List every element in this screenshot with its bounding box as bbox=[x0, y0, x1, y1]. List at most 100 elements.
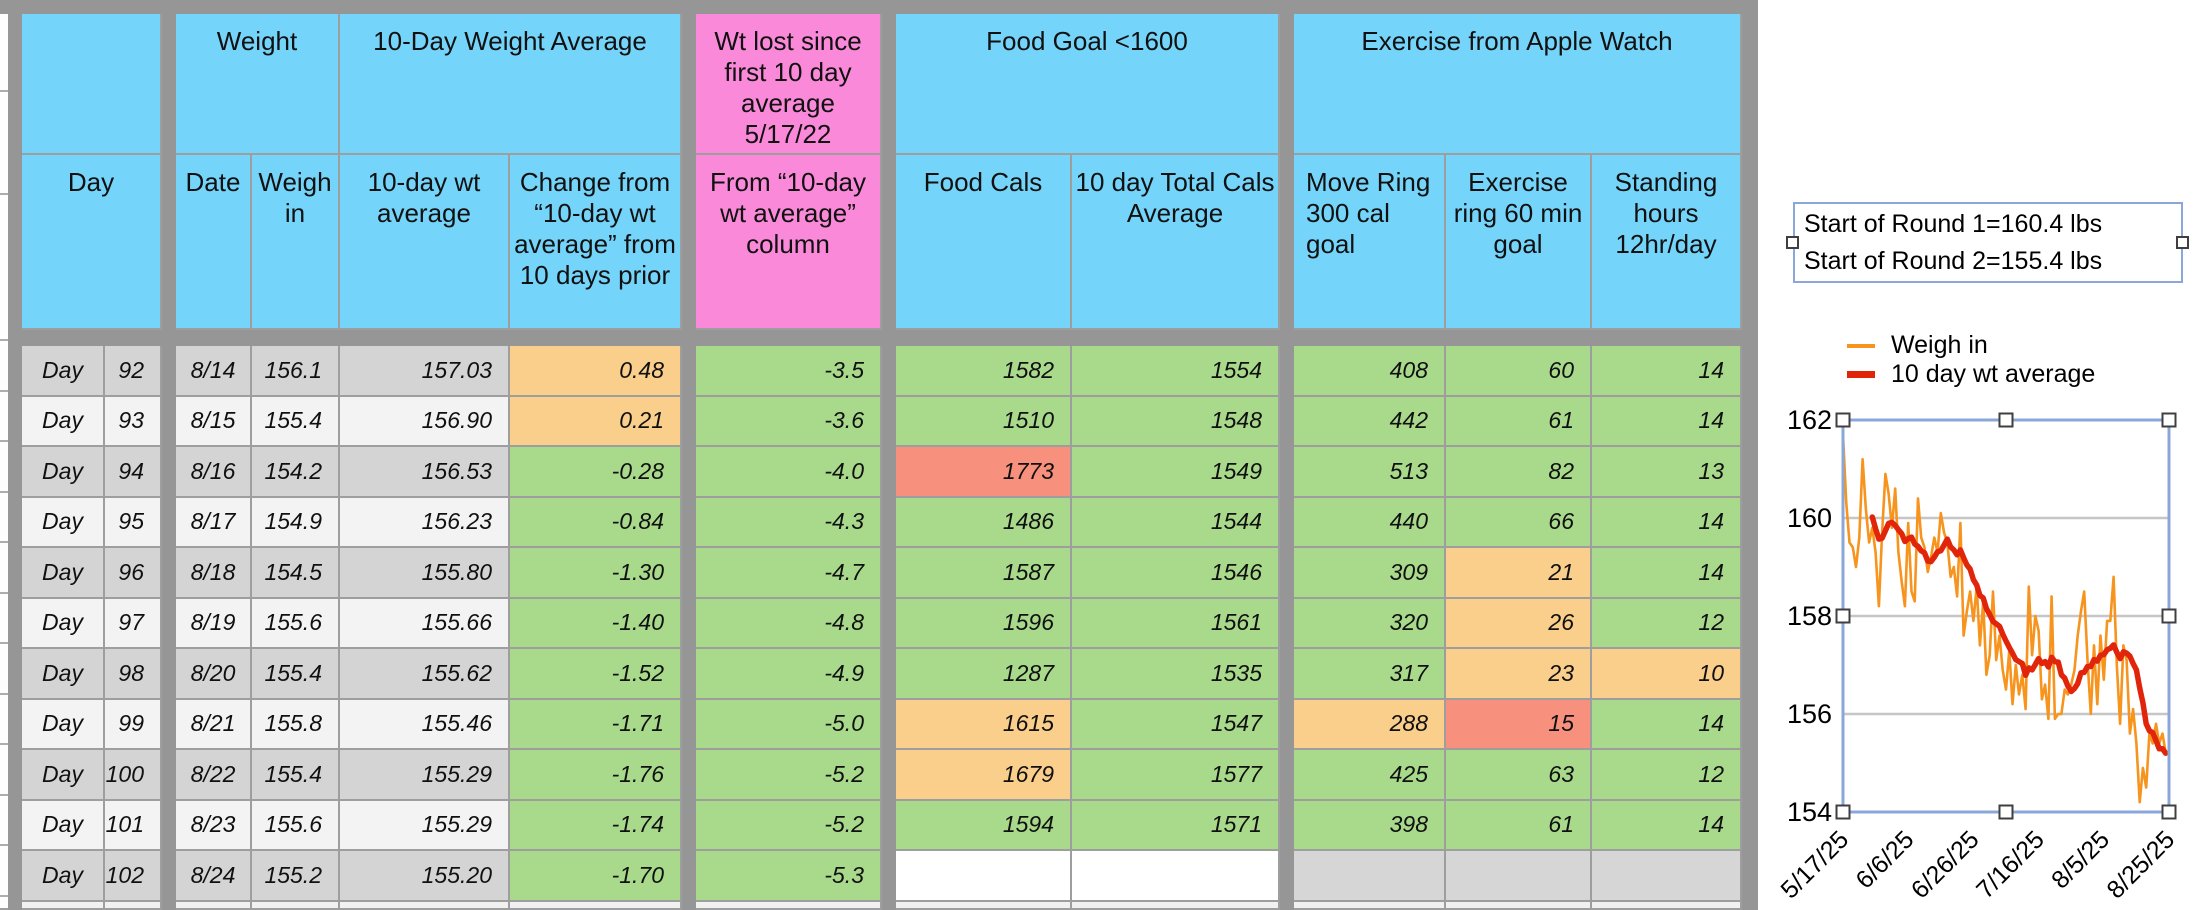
cell-date[interactable]: 8/21 bbox=[176, 699, 252, 750]
cell-day-label[interactable]: Day bbox=[22, 598, 105, 649]
cell-10day-cals-average[interactable]: 1548 bbox=[1072, 396, 1280, 447]
cell-day-number[interactable]: 99 bbox=[105, 699, 162, 750]
cell-standing-hours[interactable]: 13 bbox=[1592, 447, 1742, 498]
cell-10day-cals-average[interactable]: 1544 bbox=[1072, 497, 1280, 548]
cell-change-from-prior[interactable]: -1.70 bbox=[510, 851, 682, 902]
cell-change-from-prior[interactable]: -1.71 bbox=[510, 699, 682, 750]
column-header-food-cals[interactable]: Food Cals bbox=[896, 155, 1072, 330]
cell-weigh-in[interactable]: 155.6 bbox=[252, 598, 340, 649]
cell-exercise-ring[interactable]: 61 bbox=[1446, 800, 1592, 851]
weight-line-chart[interactable]: 1621601581561545/17/256/6/256/26/257/16/… bbox=[1758, 0, 2194, 910]
cell-day-label[interactable]: Day bbox=[22, 447, 105, 498]
cell-date[interactable]: 8/22 bbox=[176, 750, 252, 801]
selection-handle[interactable] bbox=[2176, 236, 2189, 249]
cell-standing-hours[interactable]: 14 bbox=[1592, 548, 1742, 599]
selection-handle[interactable] bbox=[1835, 804, 1851, 820]
cell-10day-average[interactable]: 155.66 bbox=[340, 598, 510, 649]
cell-food-cals[interactable]: 1596 bbox=[896, 598, 1072, 649]
cell-day-number[interactable]: 93 bbox=[105, 396, 162, 447]
column-header-exercise-ring[interactable]: Exercise ring 60 min goal bbox=[1446, 155, 1592, 330]
header-group-wt-lost[interactable]: Wt lost since first 10 day average 5/17/… bbox=[696, 14, 882, 155]
cell-standing-hours[interactable]: 10 bbox=[1592, 649, 1742, 700]
cell-date[interactable]: 8/20 bbox=[176, 649, 252, 700]
cell-wt-lost[interactable]: -4.9 bbox=[696, 649, 882, 700]
column-header-standing[interactable]: Standing hours 12hr/day bbox=[1592, 155, 1742, 330]
column-header-day[interactable]: Day bbox=[22, 155, 162, 330]
cell-weigh-in[interactable]: 154.9 bbox=[252, 497, 340, 548]
selection-handle[interactable] bbox=[1835, 608, 1851, 624]
cutoff-row-cell[interactable] bbox=[510, 901, 682, 910]
cutoff-row-cell[interactable] bbox=[1072, 901, 1280, 910]
cell-exercise-ring[interactable] bbox=[1446, 851, 1592, 902]
cell-date[interactable]: 8/23 bbox=[176, 800, 252, 851]
cell-move-ring[interactable]: 398 bbox=[1294, 800, 1446, 851]
cell-wt-lost[interactable]: -3.5 bbox=[696, 346, 882, 397]
cell-date[interactable]: 8/15 bbox=[176, 396, 252, 447]
cell-change-from-prior[interactable]: -1.40 bbox=[510, 598, 682, 649]
cell-weigh-in[interactable]: 156.1 bbox=[252, 346, 340, 397]
cell-change-from-prior[interactable]: -1.52 bbox=[510, 649, 682, 700]
cell-wt-lost[interactable]: -5.2 bbox=[696, 800, 882, 851]
cell-10day-average[interactable]: 155.46 bbox=[340, 699, 510, 750]
cell-10day-cals-average[interactable]: 1577 bbox=[1072, 750, 1280, 801]
cutoff-row-cell[interactable] bbox=[340, 901, 510, 910]
cell-change-from-prior[interactable]: 0.21 bbox=[510, 396, 682, 447]
cell-day-number[interactable]: 95 bbox=[105, 497, 162, 548]
cell-move-ring[interactable]: 317 bbox=[1294, 649, 1446, 700]
cutoff-row-cell[interactable] bbox=[696, 901, 882, 910]
cell-day-label[interactable]: Day bbox=[22, 346, 105, 397]
cell-day-label[interactable]: Day bbox=[22, 800, 105, 851]
header-group-weight[interactable]: Weight bbox=[176, 14, 340, 155]
cell-day-number[interactable]: 101 bbox=[105, 800, 162, 851]
cutoff-row-cell[interactable] bbox=[22, 901, 105, 910]
cell-date[interactable]: 8/18 bbox=[176, 548, 252, 599]
cell-wt-lost[interactable]: -5.0 bbox=[696, 699, 882, 750]
selection-handle[interactable] bbox=[2161, 412, 2177, 428]
cell-10day-average[interactable]: 155.20 bbox=[340, 851, 510, 902]
cell-10day-cals-average[interactable]: 1549 bbox=[1072, 447, 1280, 498]
cell-change-from-prior[interactable]: 0.48 bbox=[510, 346, 682, 397]
cell-standing-hours[interactable] bbox=[1592, 851, 1742, 902]
cell-standing-hours[interactable]: 12 bbox=[1592, 598, 1742, 649]
cell-day-label[interactable]: Day bbox=[22, 750, 105, 801]
cell-move-ring[interactable]: 320 bbox=[1294, 598, 1446, 649]
cell-change-from-prior[interactable]: -1.74 bbox=[510, 800, 682, 851]
cell-exercise-ring[interactable]: 66 bbox=[1446, 497, 1592, 548]
round-start-annotation-box[interactable]: Start of Round 1=160.4 lbs Start of Roun… bbox=[1793, 202, 2183, 283]
cell-10day-cals-average[interactable]: 1554 bbox=[1072, 346, 1280, 397]
cell-weigh-in[interactable]: 155.4 bbox=[252, 750, 340, 801]
cell-10day-cals-average[interactable]: 1571 bbox=[1072, 800, 1280, 851]
cell-standing-hours[interactable]: 14 bbox=[1592, 497, 1742, 548]
column-header-weigh-in[interactable]: Weigh in bbox=[252, 155, 340, 330]
cell-10day-average[interactable]: 155.29 bbox=[340, 800, 510, 851]
cell-day-number[interactable]: 92 bbox=[105, 346, 162, 397]
cell-day-number[interactable]: 94 bbox=[105, 447, 162, 498]
cell-date[interactable]: 8/24 bbox=[176, 851, 252, 902]
cell-day-label[interactable]: Day bbox=[22, 396, 105, 447]
cell-date[interactable]: 8/17 bbox=[176, 497, 252, 548]
cell-standing-hours[interactable]: 14 bbox=[1592, 800, 1742, 851]
cell-day-number[interactable]: 96 bbox=[105, 548, 162, 599]
cell-day-number[interactable]: 100 bbox=[105, 750, 162, 801]
cell-wt-lost[interactable]: -5.2 bbox=[696, 750, 882, 801]
cell-exercise-ring[interactable]: 60 bbox=[1446, 346, 1592, 397]
cell-exercise-ring[interactable]: 23 bbox=[1446, 649, 1592, 700]
cell-weigh-in[interactable]: 155.4 bbox=[252, 649, 340, 700]
cell-food-cals[interactable]: 1773 bbox=[896, 447, 1072, 498]
cell-change-from-prior[interactable]: -0.28 bbox=[510, 447, 682, 498]
cell-move-ring[interactable]: 288 bbox=[1294, 699, 1446, 750]
column-header-10day-avg[interactable]: 10-day wt average bbox=[340, 155, 510, 330]
cell-standing-hours[interactable]: 14 bbox=[1592, 396, 1742, 447]
cell-exercise-ring[interactable]: 63 bbox=[1446, 750, 1592, 801]
cell-food-cals[interactable]: 1679 bbox=[896, 750, 1072, 801]
cell-weigh-in[interactable]: 154.2 bbox=[252, 447, 340, 498]
column-header-cals-avg[interactable]: 10 day Total Cals Average bbox=[1072, 155, 1280, 330]
header-day-group-blank[interactable] bbox=[22, 14, 162, 155]
cell-10day-cals-average[interactable]: 1561 bbox=[1072, 598, 1280, 649]
cell-wt-lost[interactable]: -3.6 bbox=[696, 396, 882, 447]
column-header-date[interactable]: Date bbox=[176, 155, 252, 330]
cell-wt-lost[interactable]: -4.8 bbox=[696, 598, 882, 649]
selection-handle[interactable] bbox=[2161, 608, 2177, 624]
selection-handle[interactable] bbox=[2161, 804, 2177, 820]
cell-food-cals[interactable]: 1615 bbox=[896, 699, 1072, 750]
